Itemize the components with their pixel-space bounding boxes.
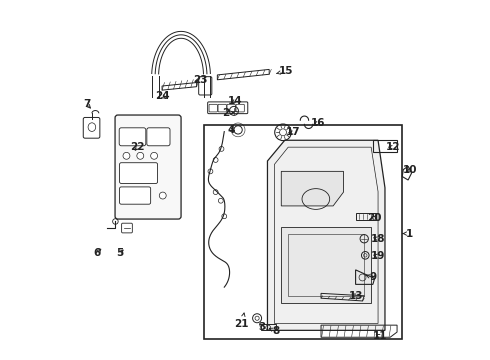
Text: 19: 19 — [371, 251, 385, 261]
Text: 15: 15 — [276, 66, 294, 76]
Circle shape — [150, 152, 158, 159]
Text: 2: 2 — [222, 108, 234, 118]
Text: 18: 18 — [371, 234, 385, 244]
Text: 14: 14 — [227, 96, 242, 106]
Circle shape — [159, 192, 166, 199]
Text: 5: 5 — [116, 248, 123, 258]
Text: 7: 7 — [83, 99, 90, 109]
FancyBboxPatch shape — [120, 163, 158, 184]
Text: 4: 4 — [227, 125, 235, 135]
Text: 12: 12 — [386, 142, 400, 152]
Polygon shape — [268, 140, 385, 330]
Text: 20: 20 — [368, 213, 382, 223]
Text: 10: 10 — [403, 165, 417, 175]
FancyBboxPatch shape — [115, 115, 181, 219]
Circle shape — [137, 152, 144, 159]
Text: 24: 24 — [155, 91, 170, 102]
FancyBboxPatch shape — [120, 187, 150, 204]
Polygon shape — [281, 227, 371, 303]
Text: 1: 1 — [403, 229, 413, 239]
Polygon shape — [281, 171, 343, 206]
FancyBboxPatch shape — [119, 128, 146, 146]
Text: 11: 11 — [372, 331, 387, 341]
Text: 23: 23 — [193, 75, 207, 85]
Circle shape — [123, 152, 130, 159]
FancyBboxPatch shape — [147, 128, 170, 146]
Text: 22: 22 — [131, 142, 145, 152]
Text: 3: 3 — [259, 322, 266, 332]
Text: 6: 6 — [94, 248, 101, 258]
Text: 8: 8 — [270, 327, 280, 336]
Text: 16: 16 — [310, 118, 325, 128]
Text: 13: 13 — [348, 291, 363, 301]
Text: 17: 17 — [286, 127, 301, 137]
Text: 9: 9 — [366, 273, 376, 283]
Text: 21: 21 — [234, 313, 249, 329]
